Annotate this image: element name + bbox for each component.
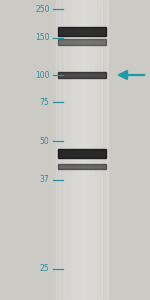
Bar (66, 0, 69, 300)
Bar (58, 0, 61, 300)
Bar (56, 0, 108, 300)
Bar (105, 0, 108, 300)
Bar (58, 72, 106, 78)
Text: 100: 100 (35, 70, 50, 80)
Text: 25: 25 (40, 264, 50, 273)
Bar (61, 0, 63, 300)
Bar (92, 0, 95, 300)
Bar (98, 0, 100, 300)
Bar (58, 148, 106, 158)
Bar (71, 0, 74, 300)
Bar (87, 0, 90, 300)
Bar (56, 0, 58, 300)
Bar (63, 0, 66, 300)
Bar (84, 0, 87, 300)
Bar (76, 0, 79, 300)
Text: 150: 150 (35, 33, 50, 42)
Bar (79, 0, 82, 300)
Text: 37: 37 (40, 176, 50, 184)
Text: 250: 250 (35, 4, 50, 14)
Text: 50: 50 (40, 136, 50, 146)
Bar (58, 39, 106, 45)
Bar (90, 0, 92, 300)
Bar (58, 164, 106, 169)
Bar (74, 0, 76, 300)
Bar (100, 0, 103, 300)
Text: 75: 75 (40, 98, 50, 106)
Bar (103, 0, 105, 300)
Bar (58, 27, 106, 36)
Bar (82, 0, 84, 300)
Bar (69, 0, 71, 300)
Bar (95, 0, 98, 300)
